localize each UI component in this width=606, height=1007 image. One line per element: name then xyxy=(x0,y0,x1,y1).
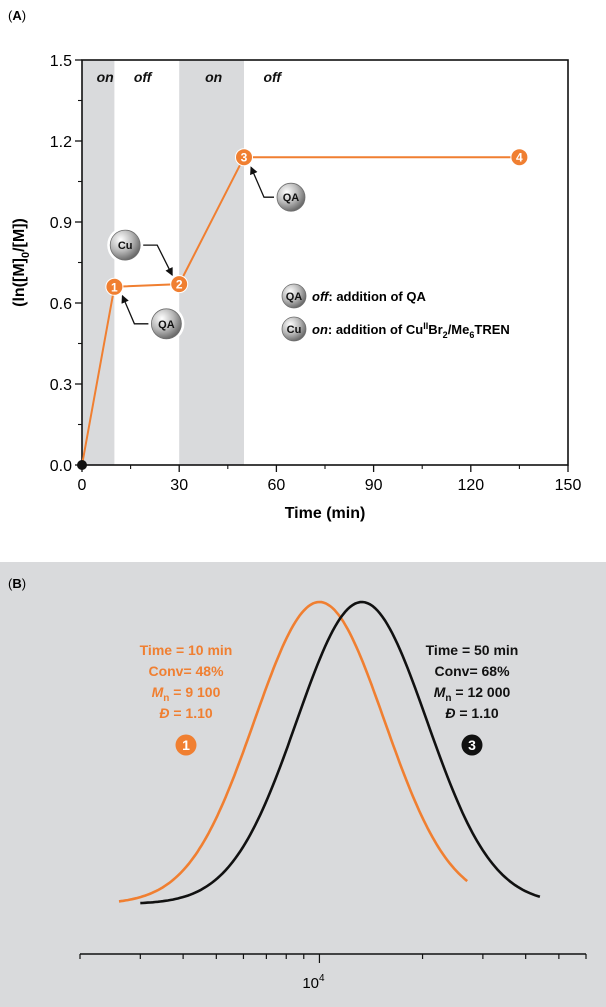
y-tick-label: 0.3 xyxy=(50,377,72,394)
annotation-dispersity: Đ = 1.10 xyxy=(159,705,213,721)
legend-badge: Cu xyxy=(279,314,309,344)
badge-label: Cu xyxy=(118,240,133,252)
distribution-curve xyxy=(140,600,541,905)
badge-ball xyxy=(281,316,307,342)
legend-text: on: addition of CuIIBr2/Me6TREN xyxy=(312,321,510,340)
phase-label: on xyxy=(205,69,222,85)
badge-ball xyxy=(281,283,307,309)
chart-b: (B) 104 Molecular weight Time = 10 min Co… xyxy=(0,562,606,1007)
badge-ball xyxy=(109,229,141,261)
badge-ball xyxy=(276,182,306,212)
x-tick-label: 30 xyxy=(170,477,188,494)
distribution-curves xyxy=(118,600,541,905)
badge-ball xyxy=(150,308,182,340)
annotation-time: Time = 50 min xyxy=(426,642,519,658)
legend-text: off: addition of QA xyxy=(312,289,426,304)
legend: QA off: addition of QA Cu on: addition of C… xyxy=(279,281,510,344)
x-tick-label: 150 xyxy=(555,477,582,494)
phase-label: on xyxy=(97,69,114,85)
phase-labels: on off on off xyxy=(97,69,283,85)
annotation-badge xyxy=(175,734,197,756)
annotation-mn: Mn = 9 100 xyxy=(152,684,221,704)
x-axis-label: Time (min) xyxy=(285,505,366,522)
data-point xyxy=(105,277,124,296)
annotation-arrow xyxy=(121,294,149,325)
data-point xyxy=(510,148,529,167)
y-tick-label: 0.9 xyxy=(50,215,72,232)
y-tick-label: 0.6 xyxy=(50,296,72,313)
data-point-label: 4 xyxy=(516,151,523,165)
phase-label: off xyxy=(134,69,153,85)
origin-point xyxy=(77,460,87,470)
x-tick-label: 104 xyxy=(302,973,325,992)
annotation-badge-label: 1 xyxy=(182,737,190,753)
annotation-arrow xyxy=(250,166,274,198)
badge-label: QA xyxy=(158,319,175,331)
data-point-label: 2 xyxy=(176,278,183,292)
axis-ticks: 0 30 60 90 120 150 0.0 0.3 0.6 0.9 1.2 1.5 xyxy=(50,53,582,494)
badge-label: Cu xyxy=(287,324,302,336)
annotations: QA Cu QA xyxy=(107,166,308,342)
annotation-badge: QA xyxy=(274,180,308,215)
annotation-badge-label: 3 xyxy=(468,737,476,753)
annotation-dispersity: Đ = 1.10 xyxy=(445,705,499,721)
distribution-curve xyxy=(118,600,469,903)
badge-label: QA xyxy=(283,192,300,204)
data-series: 1 2 3 4 xyxy=(77,148,529,470)
panel-label-a: (A) xyxy=(8,8,26,23)
y-tick-label: 1.2 xyxy=(50,134,72,151)
data-point xyxy=(235,148,253,167)
x-tick-label: 90 xyxy=(365,477,383,494)
y-tick-label: 1.5 xyxy=(50,53,72,70)
panel-label-b: (B) xyxy=(8,576,26,591)
phase-label: off xyxy=(263,69,282,85)
y-tick-label: 0.0 xyxy=(50,458,72,475)
shaded-interval xyxy=(179,60,244,465)
chart-a: (A) on off on off 0 30 60 90 120 150 0.0 0.3 0.6 0.9… xyxy=(8,8,582,522)
y-axis-label: (ln([M]0/[M]) xyxy=(11,218,32,307)
annotation-mn: Mn = 12 000 xyxy=(434,684,511,704)
badge-label: QA xyxy=(286,291,303,303)
data-point xyxy=(170,275,189,294)
data-point-label: 1 xyxy=(111,280,118,294)
x-axis: 104 xyxy=(79,953,587,992)
x-tick-label: 0 xyxy=(78,477,87,494)
x-tick-label: 60 xyxy=(268,477,286,494)
plot-frame xyxy=(81,59,569,466)
annotation-badge xyxy=(461,734,483,756)
annotation-conversion: Conv= 68% xyxy=(434,663,510,679)
legend-badge: QA xyxy=(279,281,309,311)
shaded-interval xyxy=(82,60,115,465)
annotation-arrow xyxy=(143,244,173,276)
shaded-regions xyxy=(82,60,244,465)
x-axis-label: Molecular weight xyxy=(262,1005,400,1007)
annotation-badge: Cu xyxy=(107,227,144,264)
panel-background xyxy=(0,562,606,1007)
annotation-badge: QA xyxy=(148,305,185,342)
annotation-time: Time = 10 min xyxy=(140,642,233,658)
annotation-conversion: Conv= 48% xyxy=(148,663,224,679)
x-tick-label: 120 xyxy=(457,477,484,494)
data-point-label: 3 xyxy=(241,151,248,165)
